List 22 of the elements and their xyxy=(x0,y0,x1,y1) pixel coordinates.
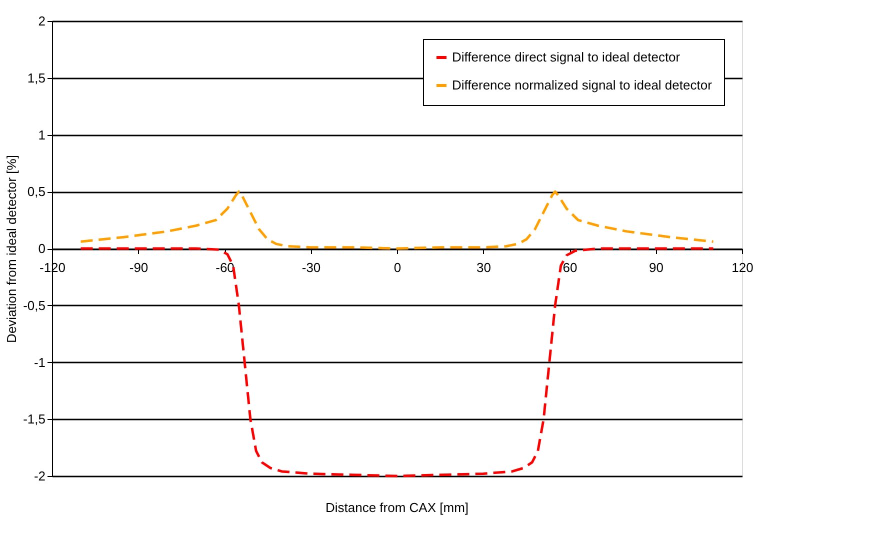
x-axis-title: Distance from CAX [mm] xyxy=(325,500,469,515)
x-tick-label: 0 xyxy=(394,260,402,275)
y-tick-label: -1,5 xyxy=(23,412,46,427)
y-tick-label: 1,5 xyxy=(27,70,46,86)
y-tick-label: -2 xyxy=(34,468,46,484)
x-tick-label: 30 xyxy=(476,260,491,275)
y-tick-label: 1 xyxy=(38,127,46,142)
y-tick-label: -0,5 xyxy=(23,298,46,313)
y-axis-title: Deviation from ideal detector [%] xyxy=(4,155,20,343)
y-tick-label: 0 xyxy=(38,241,46,256)
x-tick-label: -30 xyxy=(302,260,321,275)
line-series xyxy=(80,247,714,478)
line-series xyxy=(80,190,714,250)
legend-label: Difference direct signal to ideal detector xyxy=(452,50,681,64)
x-tick-label: -90 xyxy=(129,260,148,275)
x-tick-label: 120 xyxy=(732,260,754,275)
x-tick-label: 60 xyxy=(562,260,578,275)
legend-label: Difference normalized signal to ideal detector xyxy=(452,78,713,92)
y-tick-label: 0,5 xyxy=(27,184,46,200)
y-tick-label: 2 xyxy=(38,14,46,28)
x-tick-label: 90 xyxy=(649,260,664,275)
y-tick-label: -1 xyxy=(34,354,46,370)
